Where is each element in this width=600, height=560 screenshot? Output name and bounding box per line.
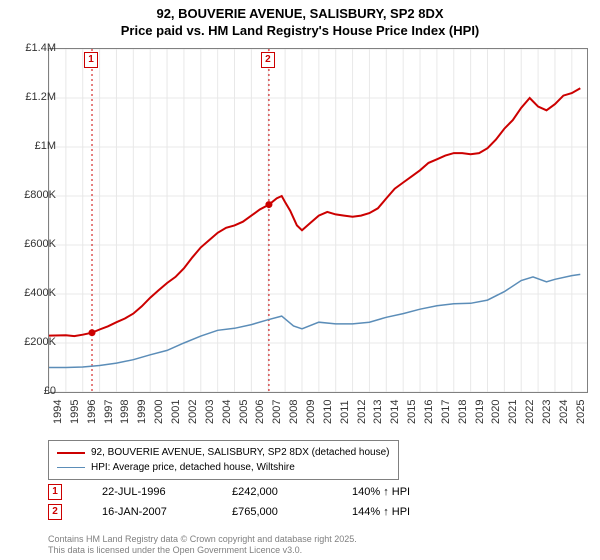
x-tick-label: 2013 [372,400,384,424]
footer-attribution: Contains HM Land Registry data © Crown c… [48,534,357,556]
chart-svg [49,49,587,392]
x-tick-label: 2005 [238,400,250,424]
x-tick-label: 2008 [288,400,300,424]
x-tick-label: 2017 [440,400,452,424]
plot-area [48,48,588,393]
sale-marker-1: 1 [84,52,98,68]
x-tick-label: 2009 [305,400,317,424]
x-tick-label: 2000 [153,400,165,424]
x-tick-label: 1999 [136,400,148,424]
transaction-row: 2 16-JAN-2007 £765,000 144% ↑ HPI [48,504,410,520]
x-tick-label: 2019 [474,400,486,424]
transaction-date: 16-JAN-2007 [102,506,192,518]
x-tick-label: 2023 [541,400,553,424]
transaction-row: 1 22-JUL-1996 £242,000 140% ↑ HPI [48,484,410,500]
y-tick-label: £400K [24,287,56,299]
footer-line2: This data is licensed under the Open Gov… [48,545,357,556]
x-tick-label: 2015 [406,400,418,424]
transaction-marker: 2 [48,504,62,520]
x-tick-label: 2002 [187,400,199,424]
x-tick-label: 2006 [254,400,266,424]
y-tick-label: £1.2M [25,91,56,103]
transaction-price: £765,000 [232,506,312,518]
y-tick-label: £800K [24,189,56,201]
x-tick-label: 2007 [271,400,283,424]
legend-item: 92, BOUVERIE AVENUE, SALISBURY, SP2 8DX … [57,445,390,460]
legend-label: 92, BOUVERIE AVENUE, SALISBURY, SP2 8DX … [91,445,390,460]
legend-label: HPI: Average price, detached house, Wilt… [91,460,295,475]
x-tick-label: 2024 [558,400,570,424]
transaction-hpi: 140% ↑ HPI [352,486,410,498]
x-tick-label: 2025 [575,400,587,424]
x-tick-label: 2022 [524,400,536,424]
y-tick-label: £0 [44,385,56,397]
chart-title-line2: Price paid vs. HM Land Registry's House … [0,23,600,38]
x-tick-label: 2001 [170,400,182,424]
x-tick-label: 2011 [339,400,351,424]
x-tick-label: 2014 [389,400,401,424]
x-tick-label: 1994 [52,400,64,424]
x-tick-label: 2016 [423,400,435,424]
transaction-price: £242,000 [232,486,312,498]
y-tick-label: £1M [35,140,56,152]
y-tick-label: £1.4M [25,42,56,54]
chart-container: 92, BOUVERIE AVENUE, SALISBURY, SP2 8DX … [0,0,600,560]
x-tick-label: 2004 [221,400,233,424]
x-tick-label: 1997 [103,400,115,424]
x-tick-label: 2020 [490,400,502,424]
transaction-hpi: 144% ↑ HPI [352,506,410,518]
legend: 92, BOUVERIE AVENUE, SALISBURY, SP2 8DX … [48,440,399,480]
legend-item: HPI: Average price, detached house, Wilt… [57,460,390,475]
x-tick-label: 2010 [322,400,334,424]
x-tick-label: 2018 [457,400,469,424]
chart-title-line1: 92, BOUVERIE AVENUE, SALISBURY, SP2 8DX [0,0,600,23]
x-tick-label: 2012 [356,400,368,424]
y-tick-label: £600K [24,238,56,250]
sale-marker-2: 2 [261,52,275,68]
footer-line1: Contains HM Land Registry data © Crown c… [48,534,357,545]
x-tick-label: 1998 [119,400,131,424]
x-tick-label: 2003 [204,400,216,424]
y-tick-label: £200K [24,336,56,348]
transaction-date: 22-JUL-1996 [102,486,192,498]
x-tick-label: 1996 [86,400,98,424]
transaction-table: 1 22-JUL-1996 £242,000 140% ↑ HPI 2 16-JAN-20… [48,484,410,524]
x-tick-label: 2021 [507,400,519,424]
x-tick-label: 1995 [69,400,81,424]
transaction-marker: 1 [48,484,62,500]
